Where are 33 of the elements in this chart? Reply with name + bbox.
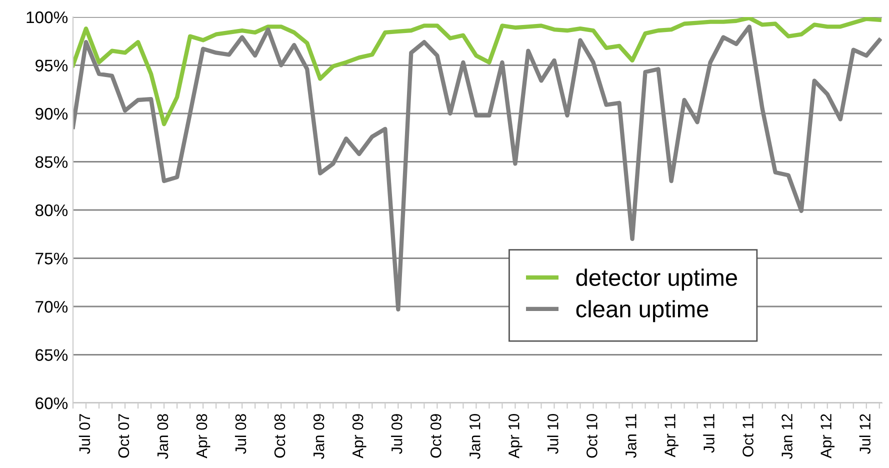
legend-label: detector uptime <box>576 268 738 291</box>
y-tick-label: 65% <box>36 349 68 361</box>
x-tick-label: Apr 10 <box>508 414 522 458</box>
x-tick-label: Apr 08 <box>196 414 210 458</box>
x-tick-label: Jul 12 <box>859 414 870 454</box>
x-tick-label: Apr 11 <box>664 414 678 458</box>
x-tick-label: Oct 09 <box>430 414 442 458</box>
y-tick-label: 90% <box>36 108 68 120</box>
x-tick-label: Oct 10 <box>586 414 598 458</box>
line-series <box>73 17 882 126</box>
y-tick-label: 85% <box>36 156 68 168</box>
y-tick-label: 75% <box>36 252 68 264</box>
x-tick-label: Jan 09 <box>313 414 324 460</box>
x-tick-label: Jul 08 <box>234 414 246 454</box>
y-tick-label: 60% <box>36 397 68 410</box>
legend-label: clean uptime <box>576 300 708 322</box>
y-tick-label: 70% <box>36 300 68 313</box>
x-tick-label: Jul 09 <box>391 414 402 454</box>
x-tick-label: Jul 10 <box>547 414 558 454</box>
x-tick-label: Jan 12 <box>782 414 792 460</box>
x-tick-label: Oct 08 <box>274 414 286 458</box>
y-tick-label: 100% <box>26 11 68 24</box>
y-tick-label: 95% <box>36 60 68 72</box>
x-tick-label: Oct 11 <box>742 414 754 457</box>
x-tick-label: Jan 11 <box>626 414 636 458</box>
x-tick-label: Jan 08 <box>157 414 168 460</box>
x-tick-label: Oct 07 <box>118 414 130 458</box>
x-tick-label: Apr 09 <box>352 414 366 458</box>
x-tick-label: Apr 12 <box>820 414 834 458</box>
y-tick-label: 80% <box>36 204 68 216</box>
x-tick-label: Jul 07 <box>78 414 90 454</box>
x-tick-label: Jul 11 <box>703 414 714 453</box>
x-tick-label: Jan 10 <box>469 414 480 460</box>
